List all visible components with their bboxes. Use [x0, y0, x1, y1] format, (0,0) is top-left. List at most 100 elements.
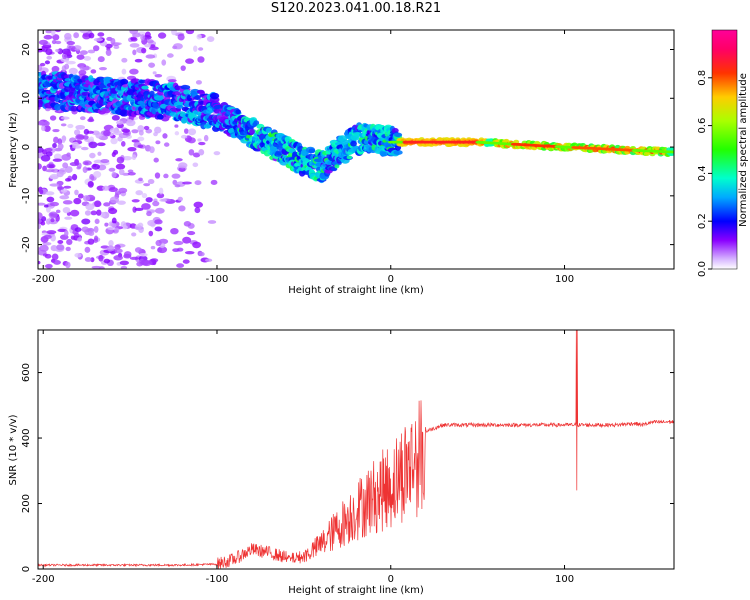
heatmap-cell — [198, 141, 206, 146]
heatmap-cell — [156, 192, 165, 199]
heatmap-cell — [195, 80, 202, 85]
page-title: S120.2023.041.00.18.R21 — [270, 1, 442, 16]
spectrogram-heatmap — [38, 30, 674, 269]
heatmap-cell — [61, 153, 72, 161]
heatmap-cell — [52, 128, 60, 133]
heatmap-cell — [38, 260, 41, 265]
heatmap-cell — [66, 40, 76, 46]
heatmap-cell — [174, 131, 180, 136]
snr-x-label: Height of straight line (km) — [288, 585, 424, 596]
heatmap-cell — [183, 221, 192, 227]
heatmap-cell — [192, 162, 199, 168]
heatmap-cell — [82, 135, 89, 140]
heatmap-cell — [44, 60, 51, 65]
heatmap-cell — [141, 192, 148, 199]
heatmap-cell — [174, 184, 181, 188]
heatmap-cell — [49, 173, 59, 180]
heatmap-cell — [55, 30, 61, 33]
heatmap-cell — [155, 140, 161, 145]
heatmap-cell — [45, 30, 53, 34]
heatmap-cell — [99, 211, 106, 218]
heatmap-cell — [170, 227, 179, 235]
heatmap-cell — [84, 257, 92, 262]
heatmap-cell — [38, 202, 46, 206]
heatmap-cell — [393, 132, 403, 138]
heatmap-cell — [190, 88, 200, 96]
heatmap-cell — [154, 172, 161, 179]
heatmap-cell — [57, 138, 63, 145]
heatmap-cell — [82, 33, 91, 40]
heatmap-cell — [235, 109, 241, 115]
heatmap-cell — [146, 211, 152, 217]
heatmap-cell — [96, 142, 106, 147]
heatmap-cell — [105, 49, 112, 56]
spectrogram-x-label: Height of straight line (km) — [288, 285, 424, 296]
heatmap-cell — [45, 206, 51, 213]
heatmap-cell — [145, 54, 156, 59]
heatmap-cell — [393, 150, 403, 156]
heatmap-cell — [138, 129, 144, 136]
heatmap-cell — [134, 247, 143, 253]
heatmap-cell — [50, 234, 56, 242]
heatmap-cell — [148, 62, 156, 68]
heatmap-cell — [103, 202, 111, 207]
heatmap-cell — [38, 212, 43, 220]
heatmap-cell — [84, 161, 89, 165]
heatmap-cell — [187, 137, 196, 144]
heatmap-cell — [82, 195, 90, 202]
heatmap-cell — [64, 216, 73, 220]
heatmap-cell — [101, 107, 111, 114]
heatmap-cell — [95, 132, 103, 139]
heatmap-cell — [41, 44, 52, 49]
heatmap-cell — [74, 227, 82, 232]
heatmap-cell — [198, 149, 205, 156]
heatmap-cell — [38, 64, 43, 72]
heatmap-cell — [182, 259, 190, 264]
heatmap-cell — [98, 66, 107, 71]
heatmap-cell — [111, 217, 117, 224]
heatmap-cell — [148, 46, 159, 51]
heatmap-cell — [51, 253, 59, 261]
heatmap-cell — [122, 131, 130, 136]
heatmap-cell — [132, 32, 141, 38]
heatmap-cell — [177, 33, 185, 41]
heatmap-cell — [76, 54, 85, 60]
colorbar-ticks: 0.0 0.2 0.4 0.6 0.8 — [697, 70, 712, 277]
heatmap-cell — [184, 250, 195, 255]
x-tick-label: -100 — [206, 574, 229, 585]
heatmap-cell — [154, 74, 163, 78]
heatmap-cell — [114, 248, 123, 254]
heatmap-cell — [135, 190, 143, 196]
heatmap-cell — [57, 240, 64, 244]
snr-series-line — [38, 330, 674, 569]
heatmap-cell — [84, 210, 92, 216]
heatmap-cell — [64, 229, 69, 237]
heatmap-cell — [103, 258, 111, 264]
heatmap-cell — [94, 235, 99, 242]
heatmap-cell — [193, 201, 204, 208]
heatmap-cell — [122, 128, 130, 133]
heatmap-cell — [176, 263, 185, 268]
heatmap-cell — [131, 232, 137, 237]
heatmap-cell — [43, 234, 52, 240]
heatmap-cell — [68, 67, 78, 75]
heatmap-cell — [57, 186, 65, 190]
heatmap-cell — [180, 65, 186, 71]
heatmap-cell — [155, 239, 162, 247]
heatmap-cell — [108, 167, 116, 172]
heatmap-cell — [118, 168, 125, 176]
snr-panel: -200 -100 0 100 0 200 400 600 Height of straig… — [8, 329, 675, 596]
heatmap-cell — [69, 161, 80, 167]
heatmap-cell — [172, 91, 182, 96]
spectrogram-x-ticks: -200 -100 0 100 — [32, 30, 574, 285]
heatmap-cell — [88, 230, 95, 236]
heatmap-cell — [167, 79, 177, 83]
heatmap-cell — [109, 196, 120, 204]
heatmap-cell — [119, 109, 129, 117]
heatmap-cell — [113, 45, 120, 50]
heatmap-cell — [103, 129, 111, 137]
heatmap-cell — [53, 260, 61, 265]
heatmap-cell — [114, 244, 121, 250]
heatmap-cell — [97, 32, 105, 37]
